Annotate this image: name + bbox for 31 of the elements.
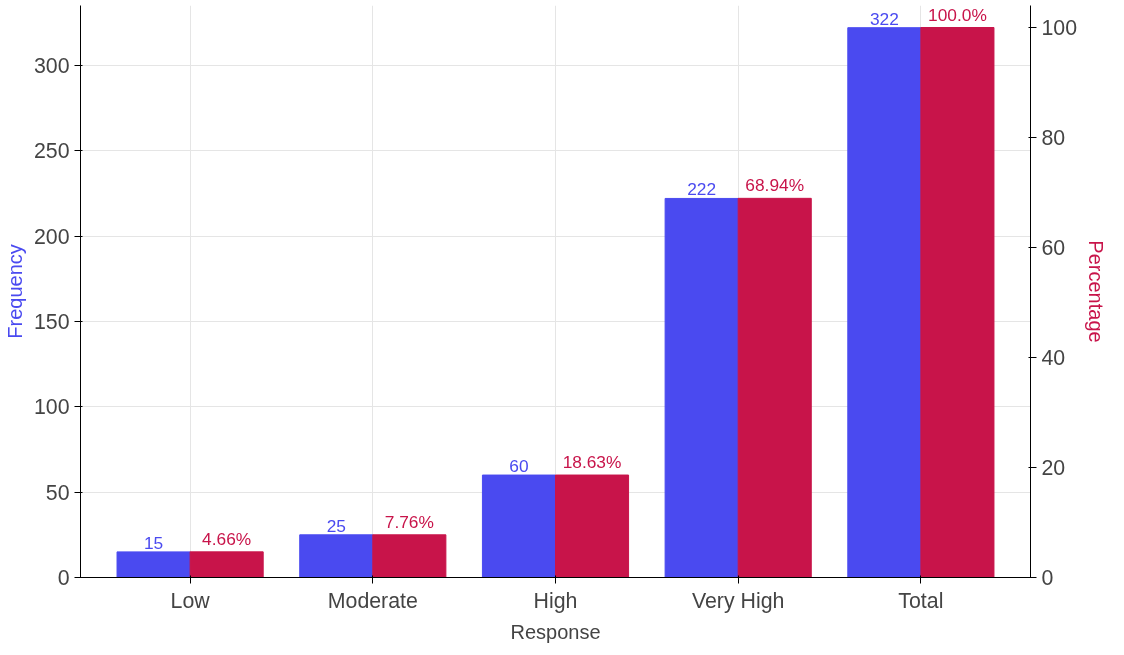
data-label: 322 xyxy=(869,8,899,29)
y-tick-label: 150 xyxy=(33,309,70,334)
y-tick-label: 0 xyxy=(57,566,70,590)
y2-tick-label: 20 xyxy=(1041,456,1066,480)
data-label: 68.94% xyxy=(745,175,805,196)
y-tick-label: 200 xyxy=(33,224,70,249)
data-label: 15 xyxy=(143,532,164,553)
y-tick-label: 50 xyxy=(45,480,70,505)
data-label: 25 xyxy=(326,515,346,536)
y2-tick-label: 80 xyxy=(1041,126,1066,150)
data-label: 60 xyxy=(509,456,529,477)
y2-axis-title: Percentage xyxy=(1085,240,1108,343)
data-label: 222 xyxy=(687,179,717,200)
x-tick-label: Total xyxy=(898,588,944,613)
y-tick-label: 100 xyxy=(33,395,70,420)
data-label: 7.76% xyxy=(384,511,434,532)
data-label: 100.0% xyxy=(928,4,987,25)
x-axis-title: Response xyxy=(510,620,601,643)
y2-tick-label: 40 xyxy=(1041,346,1066,370)
y-axis-title: Frequency xyxy=(3,244,26,339)
x-tick-label: Very High xyxy=(691,588,785,613)
y-tick-label: 250 xyxy=(33,139,70,164)
data-label: 4.66% xyxy=(202,528,252,549)
y2-tick-label: 0 xyxy=(1041,566,1054,590)
x-tick-label: Low xyxy=(170,588,211,613)
x-tick-label: High xyxy=(533,588,578,613)
y-tick-label: 300 xyxy=(33,53,70,78)
data-label: 18.63% xyxy=(562,452,622,473)
y2-tick-label: 100 xyxy=(1041,16,1078,40)
x-tick-label: Moderate xyxy=(327,588,418,613)
y2-tick-label: 60 xyxy=(1041,236,1066,260)
